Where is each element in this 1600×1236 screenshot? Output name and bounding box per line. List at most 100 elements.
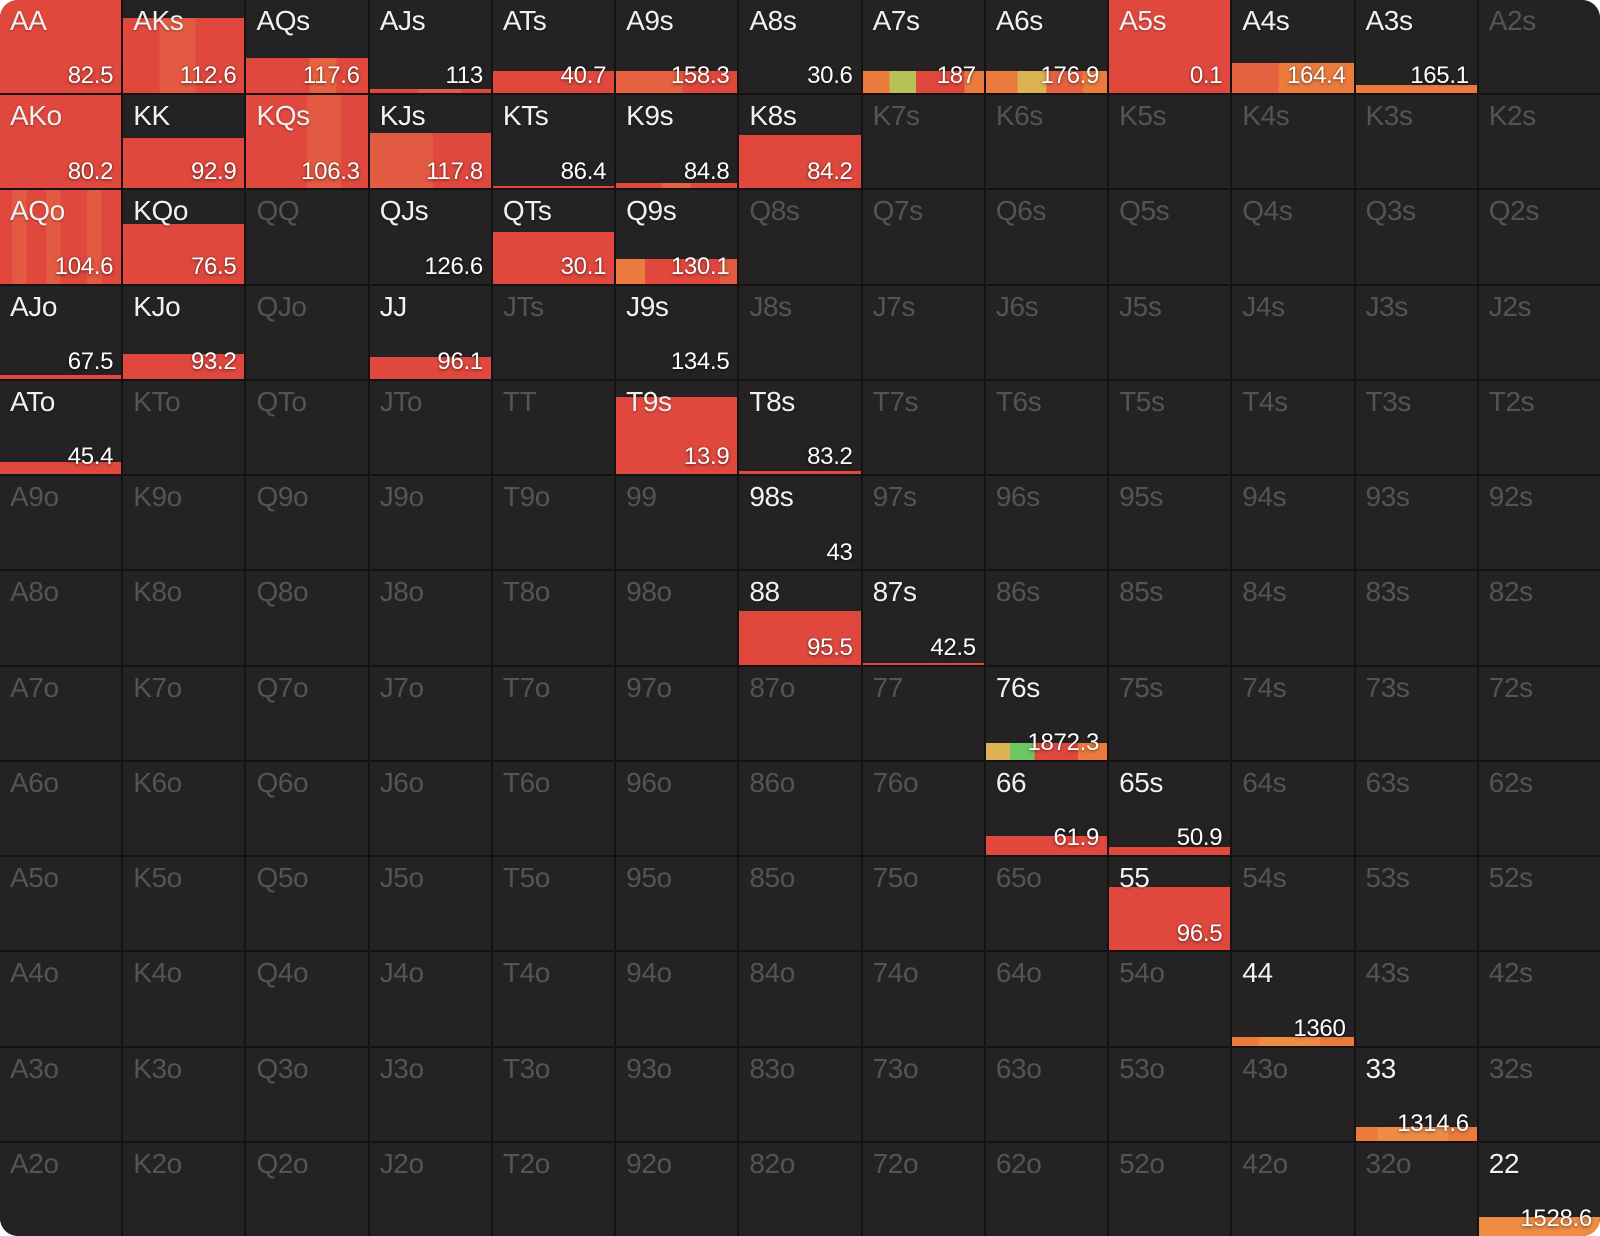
cell-J4s[interactable]: J4s (1232, 285, 1354, 379)
cell-QTo[interactable]: QTo (246, 380, 368, 475)
cell-KQs[interactable]: KQs 106.3 (246, 95, 368, 189)
cell-63s[interactable]: 63s (1355, 761, 1477, 856)
cell-73o[interactable]: 73o (862, 1047, 984, 1141)
cell-52o[interactable]: 52o (1109, 1142, 1231, 1236)
cell-Q2o[interactable]: Q2o (246, 1142, 368, 1236)
cell-92o[interactable]: 92o (616, 1142, 738, 1236)
cell-85o[interactable]: 85o (739, 857, 861, 951)
cell-K9s[interactable]: K9s 84.8 (616, 95, 738, 189)
cell-J7s[interactable]: J7s (862, 285, 984, 379)
cell-62o[interactable]: 62o (985, 1142, 1108, 1236)
cell-J2s[interactable]: J2s (1478, 285, 1600, 379)
cell-A9o[interactable]: A9o (0, 476, 122, 570)
cell-ATo[interactable]: ATo 45.4 (0, 380, 122, 475)
cell-94s[interactable]: 94s (1232, 476, 1354, 570)
cell-AQs[interactable]: AQs 117.6 (246, 0, 368, 94)
cell-A8s[interactable]: A8s 30.6 (739, 0, 861, 94)
cell-87o[interactable]: 87o (739, 666, 861, 760)
cell-A2s[interactable]: A2s (1478, 0, 1600, 94)
cell-92s[interactable]: 92s (1478, 476, 1600, 570)
cell-J8s[interactable]: J8s (739, 285, 861, 379)
cell-QJs[interactable]: QJs 126.6 (369, 190, 491, 284)
cell-99[interactable]: 99 (616, 476, 738, 570)
cell-QJo[interactable]: QJo (246, 285, 368, 379)
cell-KJo[interactable]: KJo 93.2 (123, 285, 245, 379)
cell-52s[interactable]: 52s (1478, 857, 1600, 951)
cell-A5o[interactable]: A5o (0, 857, 122, 951)
cell-AA[interactable]: AA 82.5 (0, 0, 122, 94)
cell-93o[interactable]: 93o (616, 1047, 738, 1141)
cell-93s[interactable]: 93s (1355, 476, 1477, 570)
cell-Q5o[interactable]: Q5o (246, 857, 368, 951)
cell-KJs[interactable]: KJs 117.8 (369, 95, 491, 189)
cell-K5o[interactable]: K5o (123, 857, 245, 951)
cell-Q3s[interactable]: Q3s (1355, 190, 1477, 284)
cell-J6o[interactable]: J6o (369, 761, 491, 856)
cell-T2s[interactable]: T2s (1478, 380, 1600, 475)
cell-Q6o[interactable]: Q6o (246, 761, 368, 856)
cell-J9o[interactable]: J9o (369, 476, 491, 570)
cell-J6s[interactable]: J6s (985, 285, 1108, 379)
cell-K2s[interactable]: K2s (1478, 95, 1600, 189)
cell-A6s[interactable]: A6s 176.9 (985, 0, 1108, 94)
cell-95o[interactable]: 95o (616, 857, 738, 951)
cell-75o[interactable]: 75o (862, 857, 984, 951)
cell-J5o[interactable]: J5o (369, 857, 491, 951)
cell-42s[interactable]: 42s (1478, 952, 1600, 1046)
cell-83o[interactable]: 83o (739, 1047, 861, 1141)
cell-75s[interactable]: 75s (1109, 666, 1231, 760)
cell-44[interactable]: 44 1360 (1232, 952, 1354, 1046)
cell-QTs[interactable]: QTs 30.1 (492, 190, 615, 284)
cell-K8o[interactable]: K8o (123, 571, 245, 665)
cell-76o[interactable]: 76o (862, 761, 984, 856)
cell-Q6s[interactable]: Q6s (985, 190, 1108, 284)
cell-98o[interactable]: 98o (616, 571, 738, 665)
cell-86s[interactable]: 86s (985, 571, 1108, 665)
cell-64o[interactable]: 64o (985, 952, 1108, 1046)
cell-A3s[interactable]: A3s 165.1 (1355, 0, 1477, 94)
cell-A3o[interactable]: A3o (0, 1047, 122, 1141)
cell-65o[interactable]: 65o (985, 857, 1108, 951)
cell-K6o[interactable]: K6o (123, 761, 245, 856)
cell-32o[interactable]: 32o (1355, 1142, 1477, 1236)
cell-T7o[interactable]: T7o (492, 666, 615, 760)
cell-84o[interactable]: 84o (739, 952, 861, 1046)
cell-K6s[interactable]: K6s (985, 95, 1108, 189)
cell-86o[interactable]: 86o (739, 761, 861, 856)
cell-T3s[interactable]: T3s (1355, 380, 1477, 475)
cell-K7o[interactable]: K7o (123, 666, 245, 760)
cell-AJs[interactable]: AJs 113 (369, 0, 491, 94)
cell-A9s[interactable]: A9s 158.3 (616, 0, 738, 94)
cell-32s[interactable]: 32s (1478, 1047, 1600, 1141)
cell-42o[interactable]: 42o (1232, 1142, 1354, 1236)
cell-A6o[interactable]: A6o (0, 761, 122, 856)
cell-96s[interactable]: 96s (985, 476, 1108, 570)
cell-Q4s[interactable]: Q4s (1232, 190, 1354, 284)
cell-A4s[interactable]: A4s 164.4 (1232, 0, 1354, 94)
cell-72o[interactable]: 72o (862, 1142, 984, 1236)
cell-62s[interactable]: 62s (1478, 761, 1600, 856)
cell-43o[interactable]: 43o (1232, 1047, 1354, 1141)
cell-A5s[interactable]: A5s 0.1 (1109, 0, 1231, 94)
cell-64s[interactable]: 64s (1232, 761, 1354, 856)
cell-T4o[interactable]: T4o (492, 952, 615, 1046)
cell-K8s[interactable]: K8s 84.2 (739, 95, 861, 189)
cell-Q8s[interactable]: Q8s (739, 190, 861, 284)
cell-63o[interactable]: 63o (985, 1047, 1108, 1141)
cell-K3o[interactable]: K3o (123, 1047, 245, 1141)
cell-43s[interactable]: 43s (1355, 952, 1477, 1046)
cell-Q9o[interactable]: Q9o (246, 476, 368, 570)
cell-Q7s[interactable]: Q7s (862, 190, 984, 284)
cell-T8s[interactable]: T8s 83.2 (739, 380, 861, 475)
cell-82s[interactable]: 82s (1478, 571, 1600, 665)
cell-T5o[interactable]: T5o (492, 857, 615, 951)
cell-54o[interactable]: 54o (1109, 952, 1231, 1046)
cell-KQo[interactable]: KQo 76.5 (123, 190, 245, 284)
cell-J2o[interactable]: J2o (369, 1142, 491, 1236)
cell-T9s[interactable]: T9s 13.9 (616, 380, 738, 475)
cell-83s[interactable]: 83s (1355, 571, 1477, 665)
cell-73s[interactable]: 73s (1355, 666, 1477, 760)
cell-74s[interactable]: 74s (1232, 666, 1354, 760)
cell-22[interactable]: 22 1528.6 (1478, 1142, 1600, 1236)
cell-A4o[interactable]: A4o (0, 952, 122, 1046)
